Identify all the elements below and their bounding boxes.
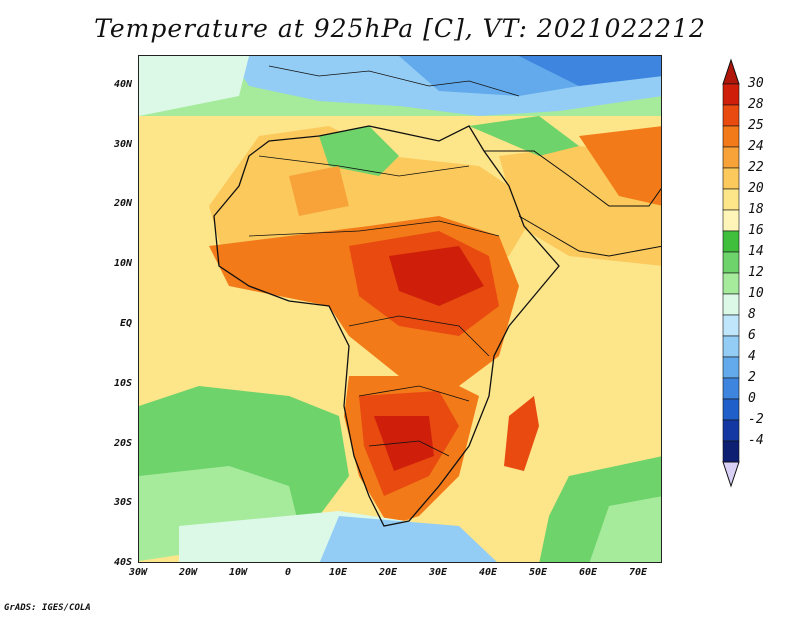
lon-label-20w: 20W (178, 567, 198, 578)
colorbar-tick-label: 16 (748, 223, 764, 238)
colorbar-swatch (722, 356, 740, 379)
colorbar-swatch (722, 230, 740, 253)
lat-label-40n: 40N (113, 79, 132, 90)
lat-label-10s: 10S (113, 378, 132, 389)
colorbar-swatch (722, 167, 740, 190)
temperature-map (138, 55, 662, 563)
colorbar-tick-label: 12 (748, 265, 764, 280)
colorbar (722, 58, 740, 488)
colorbar-tick-label: 25 (748, 118, 764, 133)
colorbar-tick-label: 20 (748, 181, 764, 196)
colorbar-tick-label: -4 (748, 433, 764, 448)
colorbar-swatch (722, 440, 740, 463)
colorbar-swatch (722, 125, 740, 148)
colorbar-swatch (722, 146, 740, 169)
colorbar-swatch (722, 272, 740, 295)
colorbar-swatch (722, 209, 740, 232)
colorbar-top-arrow (722, 58, 740, 85)
colorbar-swatch (722, 335, 740, 358)
colorbar-swatch (722, 251, 740, 274)
lon-label-50e: 50E (528, 567, 548, 578)
lon-label-30e: 30E (428, 567, 448, 578)
colorbar-swatch (722, 398, 740, 421)
temperature-field (139, 56, 661, 562)
colorbar-tick-label: 8 (748, 307, 756, 322)
lon-label-10e: 10E (328, 567, 348, 578)
colorbar-swatch (722, 314, 740, 337)
colorbar-tick-label: 18 (748, 202, 764, 217)
lon-label-10w: 10W (228, 567, 248, 578)
lat-label-10n: 10N (113, 258, 132, 269)
chart-title: Temperature at 925hPa [C], VT: 202102221… (94, 14, 706, 43)
colorbar-tick-label: 28 (748, 97, 764, 112)
lon-label-20e: 20E (378, 567, 398, 578)
africa-coastline (213, 125, 560, 527)
lat-label-30s: 30S (113, 497, 132, 508)
colorbar-tick-label: 10 (748, 286, 764, 301)
colorbar-tick-label: 0 (748, 391, 756, 406)
lon-label-40e: 40E (478, 567, 498, 578)
colorbar-swatch (722, 83, 740, 106)
lat-label-30n: 30N (113, 139, 132, 150)
lat-label-20n: 20N (113, 198, 132, 209)
lon-label-0: 0 (284, 567, 292, 578)
lon-label-30w: 30W (128, 567, 148, 578)
colorbar-tick-label: 24 (748, 139, 764, 154)
colorbar-bottom-arrow (722, 461, 740, 488)
lat-label-eq: EQ (119, 318, 132, 329)
colorbar-swatch (722, 293, 740, 316)
colorbar-tick-label: 6 (748, 328, 756, 343)
colorbar-swatch (722, 104, 740, 127)
colorbar-tick-label: 14 (748, 244, 764, 259)
colorbar-tick-label: 4 (748, 349, 756, 364)
colorbar-swatch (722, 188, 740, 211)
lat-label-20s: 20S (113, 438, 132, 449)
lat-label-40s: 40S (113, 557, 132, 568)
colorbar-swatch (722, 419, 740, 442)
colorbar-tick-label: 22 (748, 160, 764, 175)
colorbar-tick-label: 2 (748, 370, 756, 385)
grads-credit: GrADS: IGES/COLA (4, 603, 91, 613)
colorbar-swatch (722, 377, 740, 400)
lon-label-60e: 60E (578, 567, 598, 578)
colorbar-tick-label: -2 (748, 412, 764, 427)
colorbar-tick-label: 30 (748, 76, 764, 91)
lon-label-70e: 70E (628, 567, 648, 578)
